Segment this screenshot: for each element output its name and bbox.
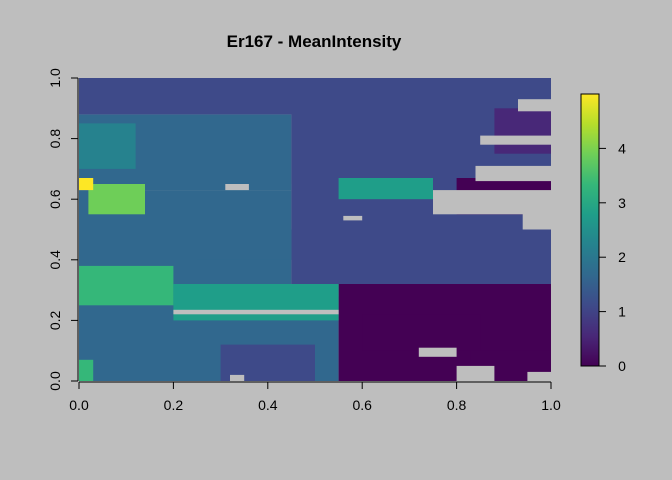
colorbar-tick-label-2: 2	[618, 249, 626, 265]
missing-data-region-11	[230, 374, 245, 381]
y-tick-label-1: 0.2	[47, 310, 63, 330]
x-tick-label-5: 1.0	[541, 397, 561, 413]
x-tick-label-0: 0.0	[69, 397, 89, 413]
heatmap-region-12	[79, 123, 136, 169]
colorbar-tick-label-1: 1	[618, 304, 626, 320]
missing-data-region-9	[527, 371, 551, 381]
missing-data-region-8	[418, 347, 457, 357]
y-tick-label-3: 0.6	[47, 189, 63, 209]
plot-area	[79, 78, 551, 381]
missing-data-region-4	[173, 309, 339, 315]
missing-data-region-1	[475, 165, 551, 182]
missing-data-region-6	[343, 215, 363, 221]
heatmap-region-6	[79, 78, 551, 115]
heatmap-region-13	[362, 314, 481, 351]
axes: 0.0 0.2 0.4 0.6 0.8 1.0 0.0 0.2 0.4 0.6 0.8 1.0	[47, 68, 561, 413]
missing-data-region-10	[518, 99, 551, 112]
gap-layer	[173, 99, 551, 381]
x-tick-label-4: 0.8	[447, 397, 467, 413]
missing-data-region-7	[456, 365, 495, 381]
y-tick-label-0: 0.0	[47, 371, 63, 391]
x-tick-label-3: 0.6	[352, 397, 372, 413]
missing-data-region-2	[480, 135, 551, 145]
heatmap-region-9	[88, 184, 145, 215]
colorbar-gradient	[580, 93, 600, 367]
heatmap-region-10	[79, 178, 94, 191]
missing-data-region-3	[522, 205, 551, 230]
colorbar-tick-label-4: 4	[618, 140, 626, 156]
colorbar-tick-label-0: 0	[618, 358, 626, 374]
y-tick-label-4: 0.8	[47, 129, 63, 149]
heatmap-region-8	[173, 284, 339, 321]
heatmap-region-17	[197, 229, 292, 260]
colorbar: 0 1 2 3 4	[580, 93, 626, 374]
missing-data-region-5	[225, 184, 249, 191]
y-tick-label-5: 1.0	[47, 68, 63, 88]
chart-title: Er167 - MeanIntensity	[227, 32, 402, 51]
heatmap-region-7	[79, 265, 174, 306]
heatmap-region-11	[338, 178, 433, 200]
heatmap-region-16	[494, 108, 551, 154]
x-tick-label-1: 0.2	[164, 397, 184, 413]
y-tick-label-2: 0.4	[47, 250, 63, 270]
heatmap-region-19	[79, 359, 94, 381]
colorbar-tick-label-3: 3	[618, 195, 626, 211]
x-tick-label-2: 0.4	[258, 397, 278, 413]
